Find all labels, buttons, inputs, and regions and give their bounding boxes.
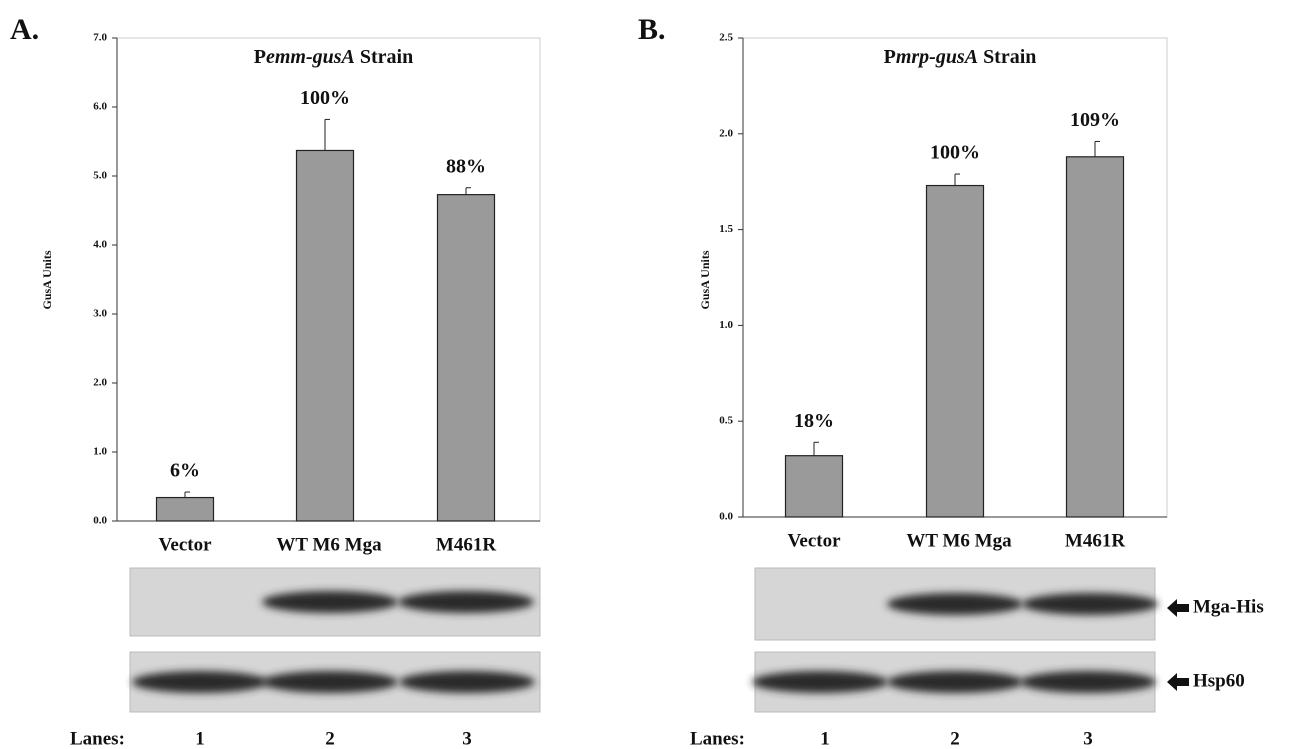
percent-label: 6% [170,460,200,482]
percent-label: 88% [446,155,486,177]
lanes-label: Lanes: [690,728,745,749]
bar [438,195,495,521]
error-bar [466,188,471,195]
chart-title: Pmrp-gusA Strain [884,46,1037,68]
error-bar [185,492,190,498]
arrow [1167,599,1189,617]
x-tick-label: Vector [787,530,841,551]
panel-label: B. [638,13,666,46]
title-part: P [254,46,266,68]
bar [157,498,214,521]
y-tick-label: 1.5 [719,223,733,235]
title-part: emm-gusA [266,46,355,68]
blot-band [887,671,1023,693]
blot-band [132,671,268,693]
y-axis-label: GusA Units [40,250,54,309]
y-tick-label: 4.0 [93,239,107,251]
percent-label: 18% [794,410,834,432]
arrow [1167,673,1189,691]
y-tick-label: 0.0 [719,511,733,523]
bar [927,186,984,517]
error-bar [1095,141,1100,156]
bar [786,456,843,517]
blot-band [752,671,888,693]
blot-label: Mga-His [1193,596,1264,617]
chart-title: Pemm-gusA Strain [254,46,413,68]
bar [297,150,354,521]
y-tick-label: 3.0 [93,308,107,320]
y-tick-label: 2.5 [719,32,733,44]
y-axis-label: GusA Units [698,250,712,309]
panel-label: A. [10,13,39,46]
lane-number: 2 [325,728,335,749]
blot-band [1020,671,1156,693]
error-bar [814,442,819,455]
y-tick-label: 2.0 [719,127,733,139]
percent-label: 100% [930,142,980,164]
x-tick-label: Vector [158,534,212,555]
blot-band [887,593,1023,615]
y-tick-label: 2.0 [93,377,107,389]
lane-number: 2 [950,728,960,749]
blot-label: Hsp60 [1193,670,1245,691]
error-bar [955,174,960,185]
lane-number: 3 [462,728,472,749]
y-tick-label: 0.5 [719,415,733,427]
title-part: mrp-gusA [896,46,978,68]
x-tick-label: M461R [1065,530,1125,551]
title-part: Strain [978,46,1036,68]
blot-band [262,591,398,613]
lane-number: 1 [820,728,830,749]
x-tick-label: M461R [436,534,496,555]
y-tick-label: 0.0 [93,515,107,527]
y-tick-label: 5.0 [93,170,107,182]
y-tick-label: 1.0 [93,446,107,458]
blot-band [1022,593,1158,615]
title-part: Strain [355,46,413,68]
bar [1067,157,1124,517]
blot-band [399,671,535,693]
error-bar [325,119,330,150]
blot-band [398,591,534,613]
percent-label: 109% [1070,109,1120,131]
blot-band [262,671,398,693]
lane-number: 1 [195,728,205,749]
x-tick-label: WT M6 Mga [906,530,1012,551]
lanes-label: Lanes: [70,728,125,749]
y-tick-label: 1.0 [719,319,733,331]
percent-label: 100% [300,87,350,109]
lane-number: 3 [1083,728,1093,749]
title-part: P [884,46,896,68]
figure: A. 0.0 1.0 2.0 3.0 4.0 5.0 6.0 7.0 Pemm-gusA Stra… [0,0,1292,749]
y-tick-label: 7.0 [93,32,107,44]
y-tick-label: 6.0 [93,101,107,113]
x-tick-label: WT M6 Mga [276,534,382,555]
